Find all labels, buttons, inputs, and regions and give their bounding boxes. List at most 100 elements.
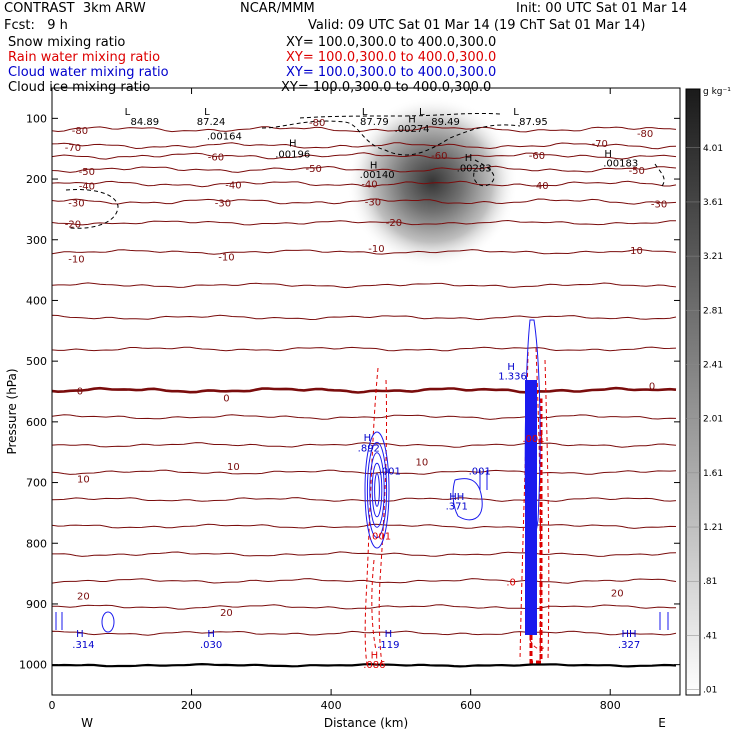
extremum-label: H [408,114,416,125]
isotherm-0 [52,386,677,394]
isotherm-label: -10 [626,246,642,257]
isotherm-label: -50 [305,164,321,175]
extremum-label: H [370,160,378,171]
y-tick-label: 500 [26,355,47,368]
y-tick-label: 600 [26,416,47,429]
east-label: E [658,716,666,730]
extremum-label: HH [449,492,464,503]
isotherm-20 [52,551,677,557]
isotherm-label: -50 [629,166,645,177]
valid-time: Valid: 09 UTC Sat 01 Mar 14 (19 ChT Sat … [308,18,646,33]
isotherm--10 [52,248,677,255]
extremum-label: L [204,107,210,118]
model-title: CONTRAST 3km ARW [4,1,146,16]
cloud-ice-contour [65,189,119,229]
y-tick-label: 800 [26,537,47,550]
extremum-label: H [604,149,612,160]
isotherm-label: -80 [309,118,325,129]
isotherm-label: -70 [65,143,81,154]
x-tick-label: 200 [181,699,202,712]
extremum-label: .892 [358,443,380,454]
field-cloud-water-xy: XY= 100.0,300.0 to 400.0,300.0 [286,65,497,80]
rain-water-contour [529,639,547,650]
extremum-label: L [125,107,131,118]
surface-line [52,662,677,668]
extremum-label: H [385,629,393,640]
isotherm-label: 0 [649,381,655,392]
extremum-label: 87.24 [197,117,226,128]
extremum-label: 1.336 [498,372,527,383]
rain-water-contour [371,559,377,651]
isotherm-label: -30 [651,199,667,210]
colorbar-label: 3.21 [703,252,723,262]
extremum-label: .001 [369,531,391,542]
isotherm-label: -10 [68,255,84,266]
cloud-water-contour [366,441,388,539]
extremum-label: H [207,629,215,640]
isotherm-label: -60 [431,151,447,162]
isotherm-label: -10 [218,253,234,264]
rain-water-contour [378,379,388,665]
isotherm-label: 10 [77,474,90,485]
isotherm-label: -70 [592,139,608,150]
extremum-label: H [507,362,515,373]
extremum-label: .00164 [207,131,242,142]
isotherm-label: -10 [368,244,384,255]
isotherm-label: -60 [529,151,545,162]
colorbar-label: .01 [703,686,717,696]
forecast-hour: Fcst: 9 h [4,18,68,33]
isotherm--10 [52,282,677,289]
y-tick-label: 200 [26,173,47,186]
rain-water-contour [364,367,379,669]
extremum-label: H [371,650,379,661]
cloud-water-contour [55,612,63,630]
field-rain-xy: XY= 100.0,300.0 to 400.0,300.0 [286,50,497,65]
extremum-label: .327 [618,640,640,651]
extremum-label: 84.89 [130,117,159,128]
extremum-label: H [76,629,84,640]
isotherm-label: -20 [386,218,402,229]
field-cloud-water-name: Cloud water mixing ratio [8,65,169,80]
extremum-label: .00140 [360,170,395,181]
y-tick-label: 1000 [19,659,47,672]
isotherm-label: -40 [225,181,241,192]
y-axis-label: Pressure (hPa) [5,368,19,454]
colorbar-label: 4.01 [703,144,723,154]
isotherm-20 [52,604,677,610]
isotherm-label: -20 [65,219,81,230]
y-tick-label: 100 [26,112,47,125]
isotherm-label: -50 [79,167,95,178]
plot-frame [51,87,681,696]
isotherm-label: -30 [215,199,231,210]
isotherm-label: -30 [365,198,381,209]
extremum-label: .086 [363,660,385,671]
colorbar-label: 1.21 [703,523,723,533]
extremum-label: .371 [446,502,468,513]
extremum-label: 87.95 [519,117,548,128]
isotherm-label: 20 [611,588,624,599]
cloud-water-contour [371,462,383,518]
extremum-label: .314 [72,640,94,651]
colorbar [685,88,701,696]
y-tick-label: 400 [26,294,47,307]
cloud-water-contour [101,611,115,633]
isotherm-0 [52,414,677,420]
cloud-water-core [525,380,537,635]
isotherm--80 [52,126,677,133]
x-tick-label: 800 [600,699,621,712]
extremum-label: HH [622,629,637,640]
extremum-label: L [513,107,519,118]
colorbar-unit: g kg⁻¹ [703,87,731,97]
cloud-water-contour [524,319,541,551]
isotherm-10 [52,497,677,502]
isotherm--40 [52,180,677,188]
isotherm--20 [52,219,677,226]
colorbar-label: .41 [703,631,717,641]
isotherm-label: -80 [72,126,88,137]
isotherm--10 [52,314,677,321]
x-axis-label: Distance (km) [324,716,408,730]
isotherm--60 [52,152,677,160]
colorbar-label: 3.61 [703,198,723,208]
organization-label: NCAR/MMM [240,1,315,16]
cloud-ice-contour [299,112,501,119]
